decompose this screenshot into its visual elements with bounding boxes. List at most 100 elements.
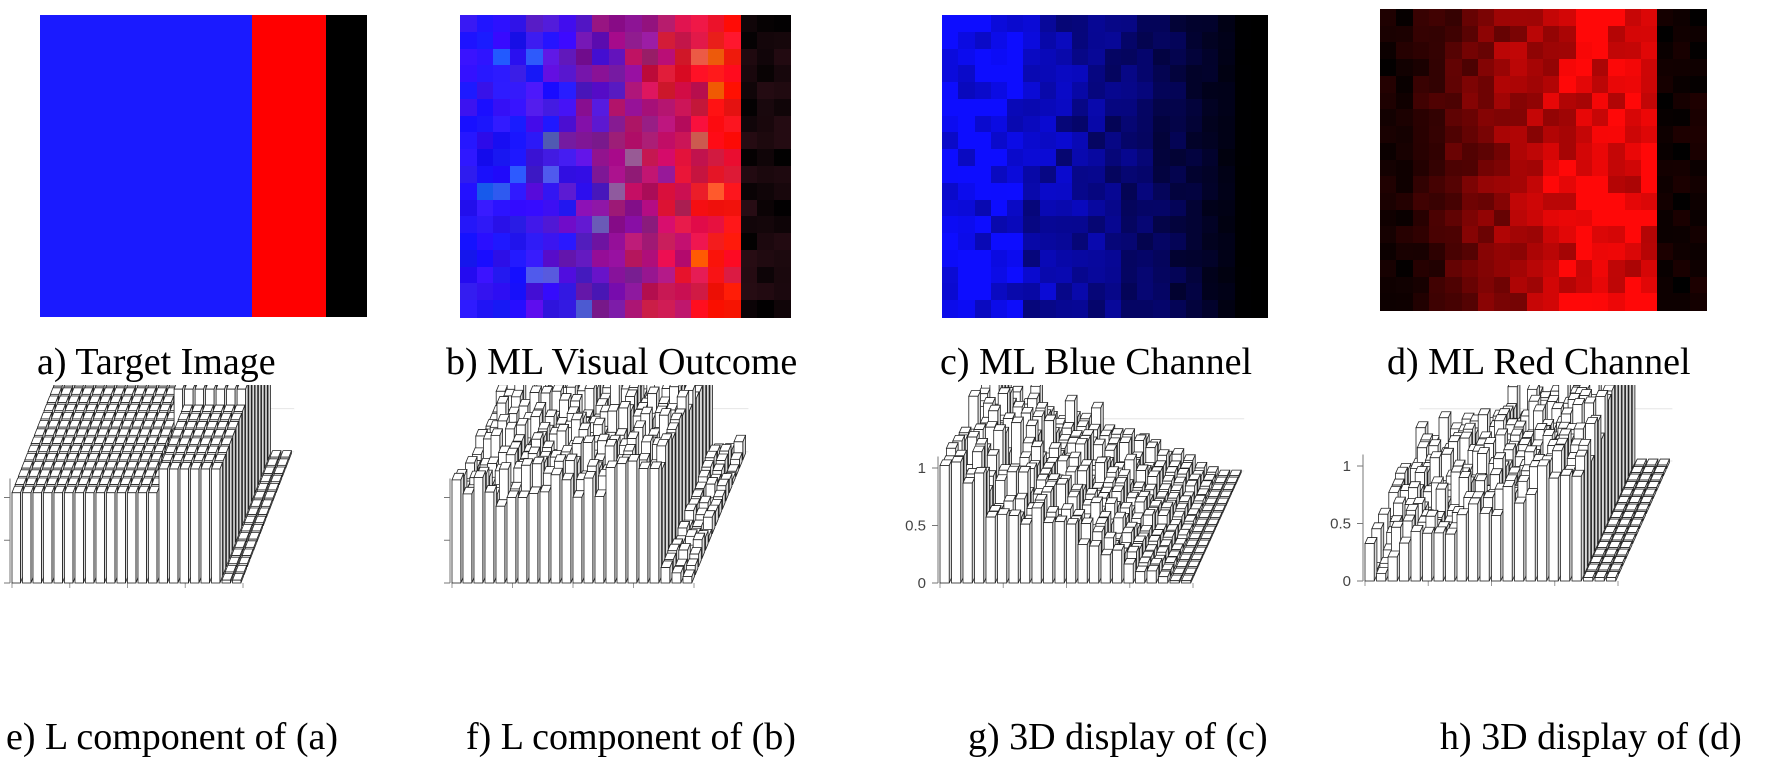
pixel-cell — [707, 132, 725, 150]
pixel-cell — [1007, 132, 1024, 150]
pixel-cell — [641, 199, 659, 217]
pixel-cell — [942, 166, 959, 184]
bar — [561, 472, 575, 584]
pixel-cell — [740, 15, 758, 33]
pixel-cell — [641, 15, 659, 33]
pixel-cell — [1689, 42, 1707, 60]
pixel-cell — [575, 199, 593, 217]
pixel-cell — [958, 166, 976, 184]
panel-b-ml-visual-outcome — [460, 15, 791, 318]
pixel-cell — [542, 98, 560, 117]
pixel-cell — [1055, 98, 1073, 117]
pixel-cell — [1526, 126, 1544, 144]
pixel-cell — [1202, 199, 1219, 217]
pixel-cell — [1137, 82, 1154, 100]
pixel-cell — [509, 266, 527, 285]
pixel-cell — [542, 182, 560, 201]
pixel-cell — [1234, 149, 1252, 167]
pixel-cell — [1543, 243, 1560, 261]
pixel-cell — [559, 182, 577, 201]
pixel-cell — [493, 149, 511, 167]
pixel-cell — [724, 216, 742, 234]
pixel-cell — [1072, 31, 1089, 50]
pixel-cell — [641, 98, 659, 117]
pixel-cell — [559, 166, 577, 184]
pixel-cell — [1559, 126, 1577, 144]
pixel-cell — [674, 31, 692, 50]
pixel-cell — [509, 65, 527, 83]
pixel-cell — [1055, 166, 1073, 184]
pixel-cell — [674, 283, 692, 301]
pixel-cell — [974, 15, 992, 33]
pixel-cell — [1104, 48, 1122, 66]
pixel-cell — [942, 283, 959, 301]
pixel-cell — [1591, 209, 1609, 227]
pixel-cell — [1023, 166, 1041, 184]
pixel-cell — [1543, 259, 1560, 278]
pixel-cell — [1428, 176, 1446, 194]
pixel-cell — [691, 115, 709, 134]
pixel-cell — [958, 182, 976, 201]
pixel-cell — [658, 249, 676, 268]
pixel-cell — [691, 132, 709, 150]
pixel-cell — [1591, 142, 1609, 161]
bar — [1387, 550, 1401, 582]
pixel-cell — [1689, 243, 1707, 261]
pixel-cell — [641, 65, 659, 83]
bar — [1054, 515, 1068, 584]
pixel-cell — [1575, 209, 1593, 227]
pixel-cell — [1624, 92, 1642, 110]
pixel-cell — [1202, 182, 1219, 201]
pixel-cell — [724, 266, 742, 285]
pixel-cell — [608, 82, 626, 100]
pixel-cell — [1412, 59, 1430, 77]
pixel-cell — [641, 266, 659, 285]
pixel-cell — [1428, 75, 1446, 94]
pixel-cell — [773, 65, 791, 83]
pixel-cell — [724, 115, 742, 134]
pixel-cell — [1396, 126, 1414, 144]
pixel-cell — [641, 48, 659, 66]
pixel-cell — [1428, 243, 1446, 261]
pixel-cell — [1088, 233, 1106, 251]
pixel-cell — [1494, 9, 1511, 27]
pixel-cell — [1072, 115, 1089, 134]
pixel-cell — [476, 149, 494, 167]
pixel-cell — [1396, 59, 1414, 77]
pixel-cell — [476, 300, 494, 318]
pixel-cell — [942, 249, 959, 268]
pixel-cell — [542, 82, 560, 100]
pixel-cell — [990, 199, 1008, 217]
pixel-cell — [1039, 166, 1057, 184]
pixel-cell — [740, 182, 758, 201]
bar — [638, 461, 652, 584]
pixel-cell — [493, 132, 511, 150]
bar — [1169, 574, 1183, 584]
pixel-cell — [1477, 25, 1495, 44]
pixel-cell — [1673, 42, 1691, 60]
pixel-cell — [476, 48, 494, 66]
pixel-cell — [1250, 249, 1268, 268]
panel-e-l-component-a — [0, 385, 380, 695]
pixel-cell — [1202, 149, 1219, 167]
pixel-cell — [724, 300, 742, 318]
pixel-cell — [1218, 216, 1236, 234]
pixel-cell — [1202, 65, 1219, 83]
bar — [1065, 518, 1079, 584]
pixel-cell — [1120, 132, 1138, 150]
pixel-cell — [592, 65, 610, 83]
pixel-cell — [1169, 115, 1187, 134]
pixel-cell — [625, 115, 643, 134]
pixel-cell — [559, 115, 577, 134]
pixel-cell — [476, 249, 494, 268]
pixel-cell — [608, 216, 626, 234]
pixel-cell — [509, 115, 527, 134]
pixel-cell — [1689, 109, 1707, 127]
pixel-cell — [1380, 109, 1397, 127]
pixel-cell — [542, 149, 560, 167]
pixel-cell — [1689, 142, 1707, 161]
pixel-cell — [1396, 276, 1414, 294]
pixel-cell — [1396, 192, 1414, 211]
pixel-cell — [942, 233, 959, 251]
pixel-cell — [1657, 142, 1674, 161]
